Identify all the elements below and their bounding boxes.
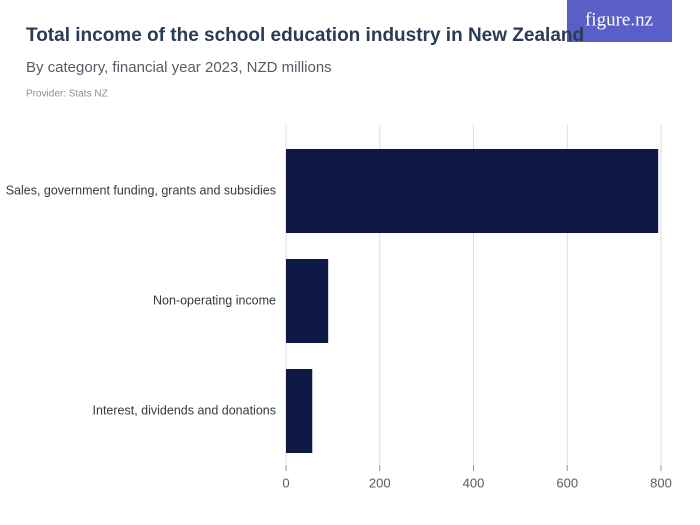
category-label: Sales, government funding, grants and su…	[6, 183, 276, 197]
chart-title: Total income of the school education ind…	[26, 25, 584, 46]
x-tick-label: 800	[650, 475, 672, 490]
x-tick-label: 0	[282, 475, 289, 490]
bar	[286, 149, 659, 233]
bar	[286, 369, 313, 453]
bar	[286, 259, 329, 343]
provider: Provider: Stats NZ	[26, 89, 108, 100]
logo-box	[567, 0, 672, 42]
x-tick-label: 400	[463, 475, 485, 490]
chart-subtitle: By category, financial year 2023, NZD mi…	[26, 59, 332, 76]
logo[interactable]: figure.nz	[585, 9, 653, 30]
x-tick-label: 600	[556, 475, 578, 490]
category-label: Interest, dividends and donations	[93, 403, 276, 417]
x-tick-label: 200	[369, 475, 391, 490]
category-label: Non-operating income	[153, 293, 276, 307]
